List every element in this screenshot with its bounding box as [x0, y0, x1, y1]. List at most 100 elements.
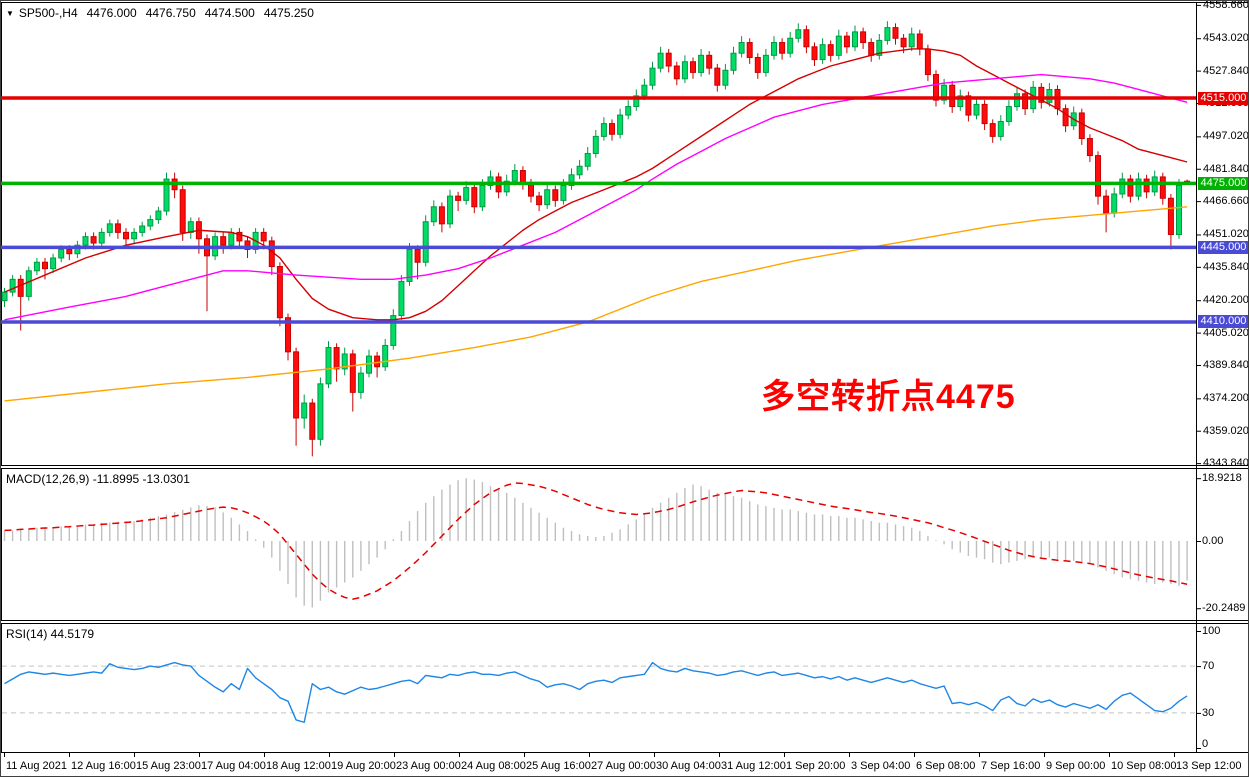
candle [74, 240, 81, 258]
macd-indicator-label: MACD(12,26,9) -11.8995 -13.0301 [6, 472, 190, 486]
candle [673, 61, 680, 86]
candle-body [244, 240, 251, 250]
candle [1127, 174, 1134, 203]
time-axis-label: 7 Sep 16:00 [981, 760, 1041, 772]
candle-body [1046, 88, 1053, 103]
candle-body [390, 315, 397, 346]
candle [584, 147, 591, 171]
candle-body [1143, 178, 1150, 193]
candle-body [17, 278, 24, 297]
candle-body [860, 31, 867, 44]
candle-body [1111, 193, 1118, 214]
candle [779, 38, 786, 60]
candle-body [422, 221, 429, 263]
candle-body [236, 231, 243, 242]
candle [25, 266, 32, 301]
candle [487, 170, 494, 190]
candle-body [997, 120, 1004, 137]
candle [1159, 172, 1166, 205]
candle-body [82, 236, 89, 246]
candle-body [9, 278, 16, 293]
candle [592, 129, 599, 158]
candle-body [487, 176, 494, 186]
candle-body [681, 61, 688, 80]
macd-tick-label: 18.9218 [1202, 472, 1242, 485]
candle [657, 46, 664, 73]
candle [1046, 83, 1053, 107]
candle [730, 46, 737, 75]
candle [908, 27, 915, 52]
candle-body [471, 187, 478, 208]
candle-body [42, 261, 48, 270]
candle [916, 29, 923, 56]
price-tick-label: 4558.660 [1203, 0, 1249, 11]
candle-body [730, 52, 737, 71]
rsi-indicator-label: RSI(14) 44.5179 [6, 627, 95, 641]
rsi-tick-label: 100 [1202, 625, 1221, 637]
candle-body [949, 84, 956, 108]
candle-body [933, 74, 939, 101]
macd-panel-border [1, 468, 1248, 621]
macd-tick-label: 0.00 [1202, 535, 1224, 547]
candle-body [714, 67, 721, 86]
candle [349, 349, 356, 412]
candle [131, 228, 138, 244]
rsi-tick-label: 0 [1202, 738, 1209, 750]
candle [503, 174, 510, 197]
candle-body [503, 180, 510, 193]
candle [1135, 172, 1142, 201]
candle-body [301, 402, 308, 419]
candle-body [560, 184, 567, 201]
candle-body [819, 44, 826, 61]
candle-body [835, 35, 842, 56]
candle-body [544, 189, 551, 206]
candle [341, 347, 348, 376]
price-tick-label: 4466.660 [1203, 195, 1249, 208]
candle [787, 31, 794, 58]
candle-body [698, 54, 705, 73]
candle-body [633, 95, 640, 108]
candle [536, 191, 543, 212]
annotation-text[interactable]: 多空转折点4475 [761, 378, 1016, 416]
candle-body [33, 261, 40, 272]
candle [1103, 189, 1110, 233]
candle-body [58, 248, 65, 259]
candle [997, 115, 1004, 141]
candle [1022, 89, 1029, 116]
price-badge-4475: 4475.000 [1198, 176, 1248, 190]
candle-body [1167, 197, 1174, 236]
candle [835, 29, 842, 60]
time-axis-label: 19 Aug 20:00 [331, 760, 396, 772]
candle [811, 42, 818, 67]
candle-body [333, 347, 340, 370]
candle-body [511, 170, 518, 182]
time-axis-label: 15 Aug 23:00 [136, 760, 201, 772]
candle [236, 228, 243, 248]
candle [179, 185, 186, 241]
candle [973, 98, 980, 120]
candle-body [276, 266, 283, 319]
candle-body [843, 35, 850, 48]
candle [852, 25, 858, 52]
candle-body [965, 95, 972, 116]
candle-body [430, 206, 437, 223]
candle [422, 215, 429, 267]
candle-body [892, 27, 899, 39]
time-axis-label: 27 Aug 00:00 [591, 760, 656, 772]
price-tick-label: 4359.020 [1203, 424, 1249, 437]
candle [471, 183, 478, 214]
candle [762, 48, 769, 77]
candle [98, 228, 105, 248]
candle-body [90, 236, 97, 244]
candle-body [592, 135, 599, 154]
time-axis-label: 6 Sep 08:00 [916, 760, 976, 772]
price-tick-label: 4389.840 [1203, 358, 1249, 371]
candles-series [1, 21, 1191, 457]
candle-body [1103, 195, 1110, 214]
candle [1062, 104, 1069, 133]
dropdown-arrow-icon[interactable]: ▼ [6, 8, 14, 18]
candle-body [131, 231, 138, 240]
candle-body [1038, 86, 1045, 103]
macd-histogram [3, 478, 1188, 608]
